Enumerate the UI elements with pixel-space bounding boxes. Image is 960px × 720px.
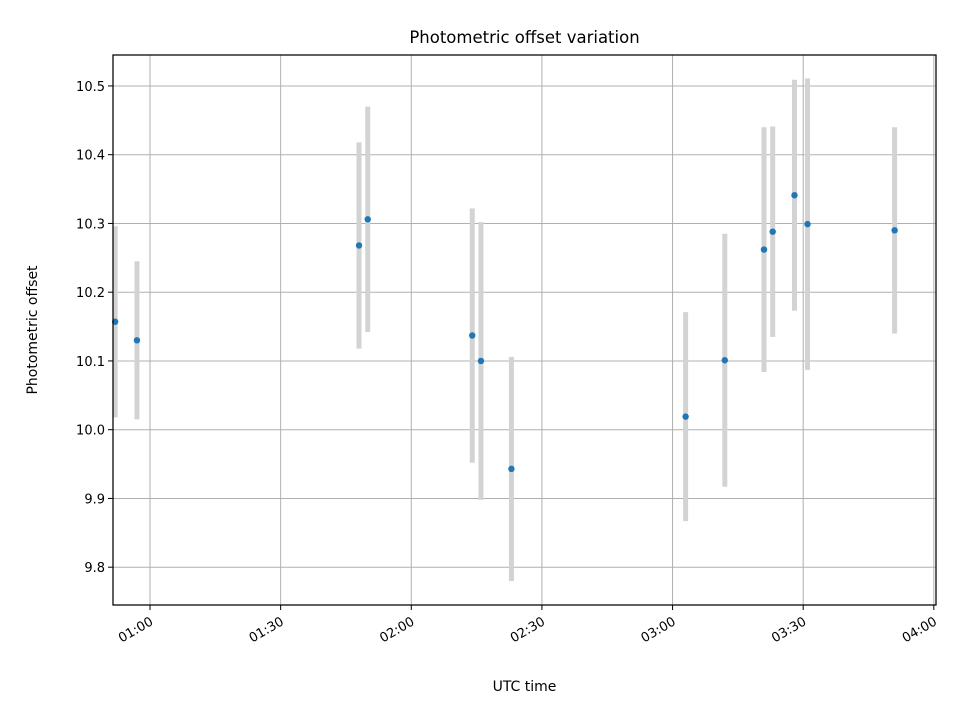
x-tick-label: 02:30 bbox=[508, 614, 548, 646]
data-point bbox=[477, 357, 485, 365]
x-tick-label: 04:00 bbox=[900, 614, 940, 646]
y-tick-label: 10.1 bbox=[76, 355, 105, 370]
data-point bbox=[791, 192, 798, 199]
data-point bbox=[721, 357, 729, 364]
x-tick-label: 01:30 bbox=[247, 614, 287, 646]
x-tick-label: 02:00 bbox=[377, 614, 417, 646]
y-tick-label: 10.3 bbox=[76, 217, 105, 232]
grid bbox=[113, 55, 936, 605]
x-tick-label: 03:30 bbox=[769, 614, 809, 646]
y-tick-label: 9.9 bbox=[84, 492, 105, 507]
y-axis-title: Photometric offset bbox=[25, 265, 41, 395]
y-tick-label: 10.5 bbox=[76, 80, 105, 95]
plot-frame bbox=[112, 54, 937, 606]
data-point bbox=[364, 216, 371, 223]
data-point bbox=[760, 246, 768, 253]
y-tick-label: 10.4 bbox=[76, 149, 105, 164]
errorbars bbox=[112, 78, 898, 581]
x-axis-title: UTC time bbox=[493, 679, 557, 695]
chart-title: Photometric offset variation bbox=[409, 28, 639, 47]
y-axis: 9.8 9.9 10.0 10.1 10.2 10.3 10.4 10.5 bbox=[76, 80, 113, 576]
data-point bbox=[891, 227, 898, 234]
data-point bbox=[769, 228, 776, 235]
y-tick-label: 9.8 bbox=[84, 561, 105, 576]
x-axis: 01:00 01:30 02:00 02:30 03:00 03:30 04:00 bbox=[116, 605, 940, 646]
data-point bbox=[508, 465, 515, 473]
data-point bbox=[355, 242, 363, 249]
data-point bbox=[469, 332, 476, 339]
x-tick-label: 03:00 bbox=[639, 614, 679, 646]
y-tick-label: 10.0 bbox=[76, 424, 105, 439]
x-tick-label: 01:00 bbox=[116, 614, 156, 646]
data-point bbox=[804, 220, 811, 228]
data-point bbox=[133, 337, 141, 344]
y-tick-label: 10.2 bbox=[76, 286, 105, 301]
data-point bbox=[682, 413, 689, 420]
